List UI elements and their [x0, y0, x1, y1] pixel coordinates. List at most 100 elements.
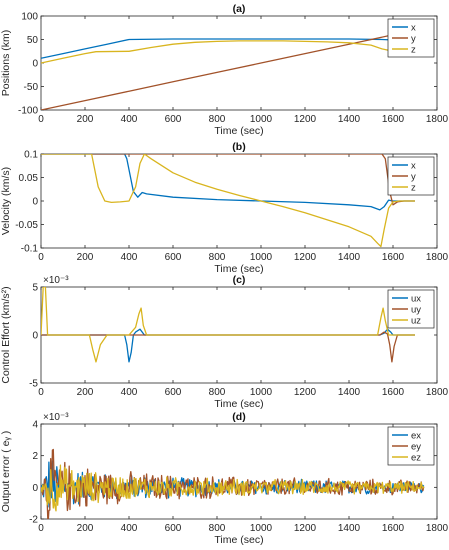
plot-area [41, 287, 415, 363]
x-tick-label: 400 [121, 114, 138, 125]
legend-entry: y [411, 172, 416, 183]
axes-box [40, 153, 438, 249]
y-tick-label: 4 [32, 420, 38, 431]
axes-box [40, 423, 438, 520]
plot-area [41, 154, 415, 248]
x-tick-label: 0 [38, 523, 44, 534]
x-tick-label: 1400 [338, 114, 361, 125]
x-tick-label: 1800 [426, 387, 449, 398]
x-tick-label: 1400 [338, 523, 361, 534]
x-tick-label: 1000 [250, 252, 273, 263]
x-tick-label: 600 [165, 387, 182, 398]
legend-entry: z [411, 183, 416, 194]
x-tick-label: 1600 [382, 252, 405, 263]
y-tick-label: 0 [32, 59, 38, 70]
y-tick-label: -0.05 [15, 220, 38, 231]
y-tick-label: 0 [32, 331, 38, 342]
x-tick-label: 200 [77, 523, 94, 534]
x-tick-label: 1600 [382, 387, 405, 398]
y-tick-label: 5 [32, 283, 38, 294]
y-exponent-label: ×10⁻³ [43, 275, 69, 286]
series-line-x [41, 154, 415, 211]
x-tick-label: 1000 [250, 114, 273, 125]
x-tick-label: 800 [209, 523, 226, 534]
x-tick-label: 1800 [426, 252, 449, 263]
y-tick-label: 2 [32, 451, 38, 462]
x-tick-label: 1000 [250, 523, 273, 534]
x-tick-label: 200 [77, 114, 94, 125]
panel-title: (a) [233, 3, 246, 15]
panel-b: (b) 0 200 400 600 800 1000 1200 1400 1600 1800 -0.1… [0, 141, 449, 275]
x-tick-label: 1400 [338, 252, 361, 263]
series-line-z [41, 40, 404, 64]
series-line-ux [41, 328, 415, 363]
x-tick-label: 1200 [294, 523, 317, 534]
series-line-uz [41, 287, 415, 363]
x-tick-label: 1400 [338, 387, 361, 398]
series-line-z [41, 154, 415, 248]
y-tick-label: 0.05 [19, 173, 39, 184]
legend-entry: ex [411, 431, 421, 442]
legend-entry: ux [411, 294, 421, 305]
legend-entry: x [411, 161, 416, 172]
x-tick-label: 800 [209, 114, 226, 125]
y-tick-label: -100 [18, 106, 38, 117]
y-tick-label: -0.1 [21, 244, 39, 255]
plot-area [41, 33, 405, 110]
legend: xyz [387, 156, 435, 196]
legend-entry: ez [411, 453, 421, 464]
y-tick-label: -2 [29, 515, 38, 526]
x-tick-label: 400 [121, 252, 138, 263]
y-tick-label: -5 [29, 379, 38, 390]
y-tick-label: -50 [24, 82, 39, 93]
x-tick-label: 1200 [294, 114, 317, 125]
panel-d: (d)0 200 400 600 800 1000 1200 1400 1600 1800-202… [0, 411, 449, 546]
x-tick-label: 1800 [426, 523, 449, 534]
panel-title: (d) [232, 411, 245, 423]
legend-entry: uz [411, 316, 421, 327]
legend-entry: y [411, 34, 416, 45]
legend-entry: x [411, 23, 416, 34]
x-tick-label: 1000 [250, 387, 273, 398]
y-tick-label: 0 [32, 483, 38, 494]
legend-entry: z [411, 45, 416, 56]
x-tick-label: 400 [121, 523, 138, 534]
x-axis-label: Time (sec) [214, 263, 263, 275]
panel-c: (c)0 200 400 600 800 1000 1200 1400 1600 1800-505… [0, 274, 449, 410]
x-tick-label: 0 [38, 387, 44, 398]
y-axis-label: Positions (km) [0, 30, 12, 97]
y-tick-label: 100 [21, 12, 38, 23]
x-axis-label: Time (sec) [214, 125, 263, 137]
panel-a: (a)0 200 400 600 800 1000 1200 1400 1600 1800-100… [0, 3, 449, 137]
panel-title: (b) [232, 141, 245, 153]
x-tick-label: 600 [165, 523, 182, 534]
x-tick-label: 800 [209, 387, 226, 398]
series-line-y [41, 33, 405, 110]
panel-title: (c) [233, 274, 246, 286]
x-tick-label: 800 [209, 252, 226, 263]
y-tick-label: 50 [27, 35, 39, 46]
y-axis-label: Control Effort (km/s²) [0, 286, 12, 383]
x-axis-label: Time (sec) [214, 534, 263, 546]
y-exponent-label: ×10⁻³ [43, 412, 69, 423]
plot-area [41, 448, 425, 519]
legend-entry: ey [411, 442, 421, 453]
x-tick-label: 1200 [294, 252, 317, 263]
x-axis-label: Time (sec) [214, 398, 263, 410]
y-axis-label: Velocity (km/s) [0, 167, 12, 235]
x-tick-label: 0 [38, 114, 44, 125]
x-tick-label: 200 [77, 252, 94, 263]
y-tick-label: 0 [32, 197, 38, 208]
x-tick-label: 1800 [426, 114, 449, 125]
x-tick-label: 600 [165, 252, 182, 263]
x-tick-label: 1600 [382, 114, 405, 125]
y-axis-label: Output error ( eᵧ ) [0, 431, 12, 513]
x-tick-label: 200 [77, 387, 94, 398]
x-tick-label: 600 [165, 114, 182, 125]
series-line-ez [41, 464, 425, 512]
x-tick-label: 400 [121, 387, 138, 398]
series-line-x [41, 38, 405, 59]
